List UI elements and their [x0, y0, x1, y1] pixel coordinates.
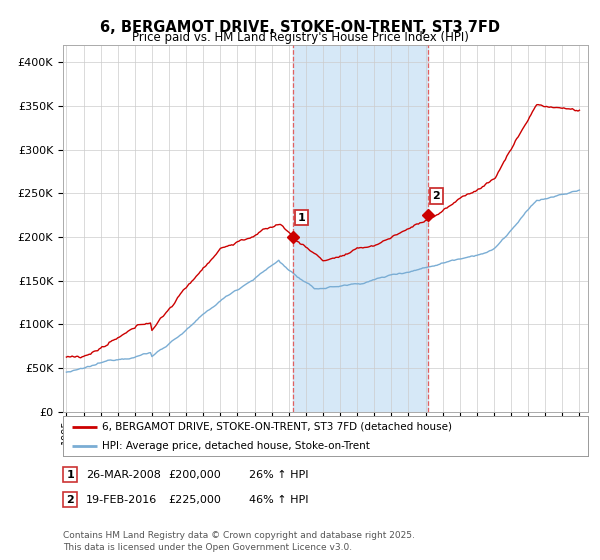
Text: 46% ↑ HPI: 46% ↑ HPI	[249, 495, 308, 505]
Text: 1: 1	[67, 470, 74, 480]
Bar	[293, 45, 428, 412]
Text: 19-FEB-2016: 19-FEB-2016	[86, 495, 157, 505]
Text: Contains HM Land Registry data © Crown copyright and database right 2025.
This d: Contains HM Land Registry data © Crown c…	[63, 531, 415, 552]
Text: 6, BERGAMOT DRIVE, STOKE-ON-TRENT, ST3 7FD: 6, BERGAMOT DRIVE, STOKE-ON-TRENT, ST3 7…	[100, 20, 500, 35]
Text: 2: 2	[67, 495, 74, 505]
Text: 26% ↑ HPI: 26% ↑ HPI	[249, 470, 308, 480]
Text: £225,000: £225,000	[168, 495, 221, 505]
Text: £200,000: £200,000	[168, 470, 221, 480]
Text: HPI: Average price, detached house, Stoke-on-Trent: HPI: Average price, detached house, Stok…	[103, 441, 370, 450]
Text: 6, BERGAMOT DRIVE, STOKE-ON-TRENT, ST3 7FD (detached house): 6, BERGAMOT DRIVE, STOKE-ON-TRENT, ST3 7…	[103, 422, 452, 432]
Text: 26-MAR-2008: 26-MAR-2008	[86, 470, 161, 480]
Text: 1: 1	[298, 213, 305, 223]
Text: Price paid vs. HM Land Registry's House Price Index (HPI): Price paid vs. HM Land Registry's House …	[131, 31, 469, 44]
Text: 2: 2	[433, 191, 440, 201]
